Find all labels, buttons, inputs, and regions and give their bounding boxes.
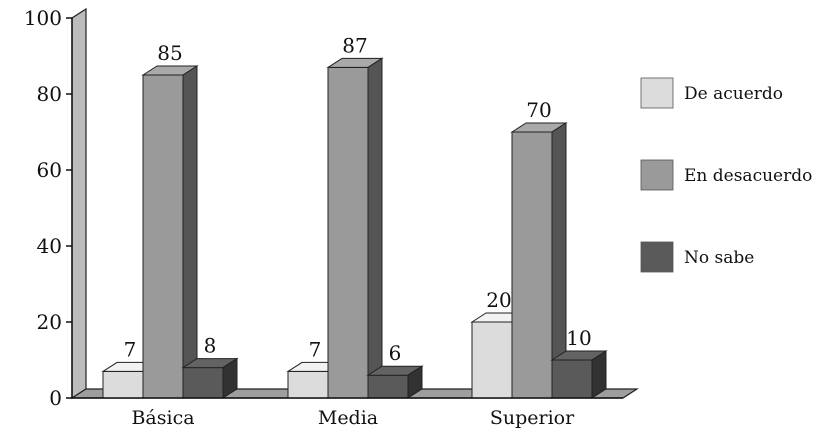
data-label: 7 [309, 337, 322, 361]
legend-label: De acuerdo [684, 84, 783, 104]
data-label: 10 [566, 326, 591, 350]
bar [141, 65, 199, 399]
bar-front [182, 367, 224, 399]
y-tick-label: 80 [37, 82, 62, 106]
legend-label: En desacuerdo [684, 166, 812, 186]
y-tick-label: 100 [24, 6, 62, 30]
y-tick-label: 0 [49, 386, 62, 410]
x-tick-label: Superior [490, 407, 575, 429]
bar [326, 57, 384, 399]
bar-side [367, 57, 383, 399]
legend-item: No sabe [640, 241, 754, 273]
bar-front [102, 370, 144, 399]
bar-front [367, 374, 409, 399]
bar-side [591, 350, 607, 399]
bar-side [222, 357, 238, 399]
x-tick-label: Básica [131, 407, 194, 429]
legend-label: No sabe [684, 248, 754, 268]
legend-item: De acuerdo [640, 77, 783, 109]
data-label: 85 [157, 41, 182, 65]
bar [181, 357, 239, 399]
legend-swatch [640, 77, 674, 109]
y-tick-label: 20 [37, 310, 62, 334]
bar [366, 365, 424, 399]
data-label: 8 [204, 334, 217, 358]
bar-front [327, 66, 369, 399]
bar-side [407, 365, 423, 399]
legend-swatch [640, 241, 674, 273]
bar-front [142, 74, 184, 399]
data-label: 70 [526, 98, 551, 122]
data-label: 20 [486, 288, 511, 312]
y-axis: 0 20 40 60 80 100 [24, 6, 73, 410]
x-axis: Básica Media Superior [72, 397, 623, 429]
data-label: 6 [389, 341, 402, 365]
bar-front [511, 131, 553, 399]
x-tick-label: Media [318, 407, 378, 429]
legend-item: En desacuerdo [640, 159, 812, 191]
bar-front [287, 370, 329, 399]
bar-front [551, 359, 593, 399]
y-tick-label: 60 [37, 158, 62, 182]
data-label: 87 [342, 33, 367, 57]
side-wall [71, 7, 87, 400]
bar [510, 122, 568, 399]
legend: De acuerdo En desacuerdo No sabe [640, 77, 812, 273]
y-tick-label: 40 [37, 234, 62, 258]
bars-group [101, 57, 608, 399]
bar [550, 350, 608, 399]
legend-swatch [640, 159, 674, 191]
bar-side [182, 65, 198, 399]
bar-front [471, 321, 513, 399]
data-label: 7 [124, 337, 137, 361]
